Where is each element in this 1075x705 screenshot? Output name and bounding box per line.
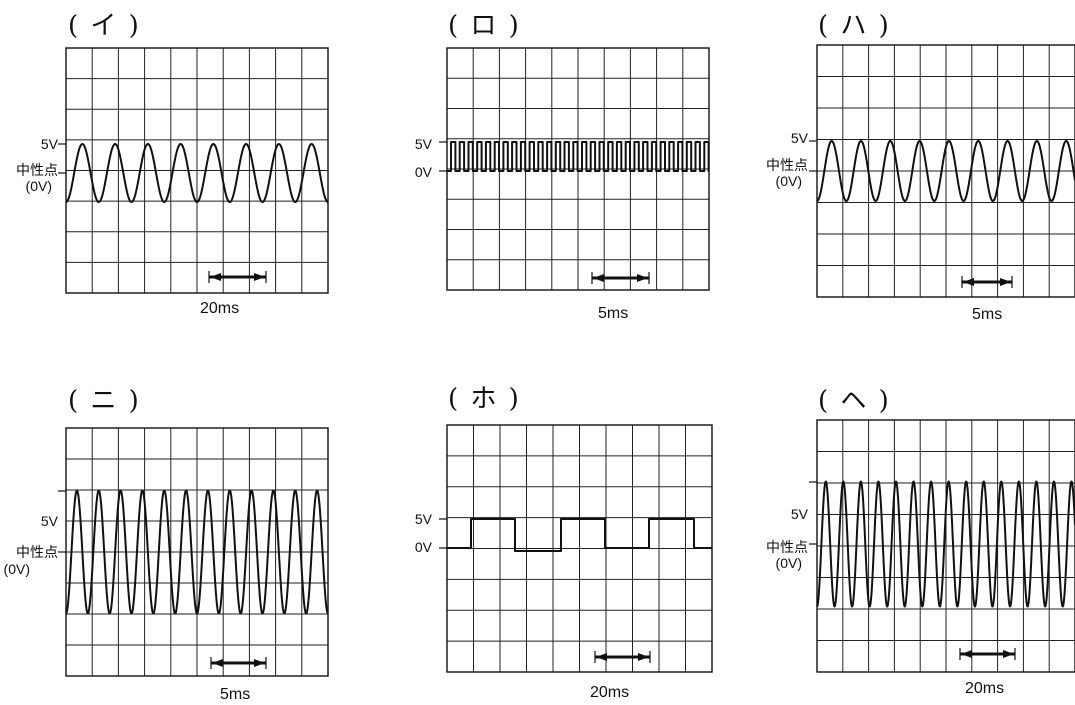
label-0v: (0V) [25,178,52,194]
waveform [65,489,329,615]
label-neutral: 中性点 [766,539,808,555]
arrow-head [596,653,607,661]
arrow-head [212,659,223,667]
waveform [447,518,712,552]
waveform [816,480,1075,608]
waveform [447,141,710,172]
oscilloscope-screen [58,47,329,294]
label-neutral: 中性点 [16,162,58,178]
waveform [816,140,1075,202]
arrow-head [1003,650,1014,658]
time-div-label: 5ms [972,306,1003,323]
arrow-head [638,653,649,661]
arrow-head [961,650,972,658]
arrow-head [254,659,265,667]
oscilloscope-screen [809,44,1075,298]
time-div-label: 5ms [220,686,251,703]
label-5v: 5V [790,506,808,522]
oscilloscope-screen [58,427,329,677]
time-div-label: 20ms [965,680,1005,697]
arrow-head [254,273,265,281]
scope-frame [816,419,1075,673]
label-5v: 5V [40,136,58,152]
label-neutral: 中性点 [766,157,808,173]
oscilloscope-screen [809,419,1075,673]
arrow-head [1000,278,1011,286]
time-div-label: 20ms [200,300,240,317]
panel-title: ( ヘ ) [818,386,891,416]
panel-title: ( ホ ) [448,384,521,414]
waveform [65,143,329,203]
panel-title: ( ハ ) [818,11,891,41]
label-5v: 5V [40,513,58,529]
label-0v: (0V) [775,555,802,571]
oscilloscope-screen [439,47,710,291]
label-5v: 5V [414,511,432,527]
time-div-label: 5ms [598,305,629,322]
scope-frame [65,47,329,294]
label-5v: 5V [790,130,808,146]
label-neutral: 中性点 [16,544,58,560]
label-0v: 0V [414,164,432,180]
time-div-label: 20ms [590,684,630,701]
arrow-head [963,278,974,286]
arrow-head [210,273,221,281]
label-0v: (0V) [3,561,30,577]
oscilloscope-screen [439,424,713,673]
label-0v: 0V [414,539,432,555]
label-0v: (0V) [775,173,802,189]
label-5v: 5V [414,136,432,152]
panel-title: ( ロ ) [448,11,521,41]
panel-title: ( ニ ) [68,386,141,416]
arrow-head [637,274,648,282]
arrow-head [593,274,604,282]
panel-title: ( イ ) [68,11,141,41]
